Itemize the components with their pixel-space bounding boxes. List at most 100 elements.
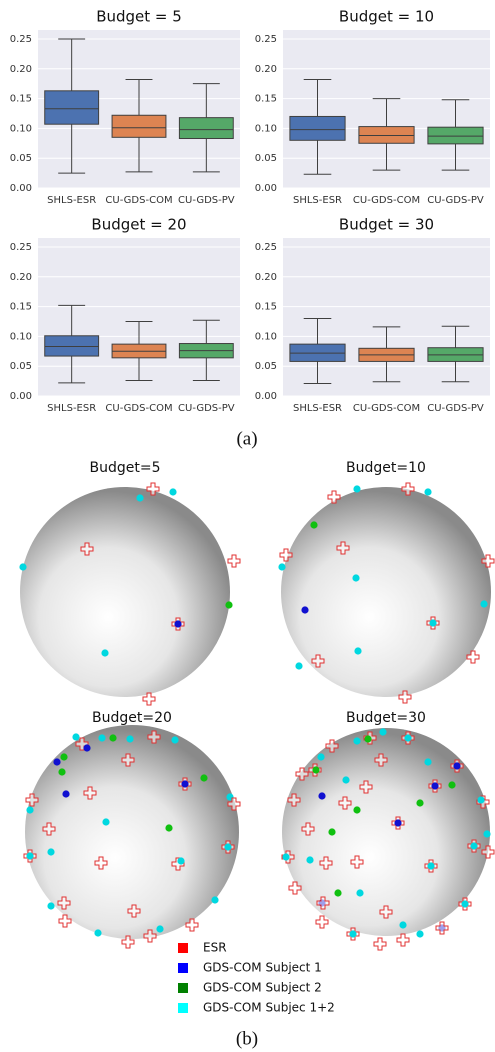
sphere-marker [424, 488, 431, 495]
x-tick-label: CU-GDS-COM [353, 403, 420, 414]
y-tick-label: 0.10 [10, 123, 32, 134]
y-tick-label: 0.00 [255, 183, 277, 194]
sphere-marker [94, 929, 101, 936]
x-tick-label: CU-GDS-PV [178, 195, 235, 206]
sphere-marker [72, 733, 79, 740]
sphere-marker [399, 921, 406, 928]
x-tick-label: CU-GDS-COM [353, 195, 420, 206]
box [290, 116, 345, 140]
y-tick-label: 0.25 [255, 242, 277, 253]
legend-label: GDS-COM Subjec 1+2 [203, 1001, 335, 1015]
sphere-marker [58, 768, 65, 775]
sphere-marker [282, 853, 289, 860]
x-tick-label: CU-GDS-COM [105, 403, 172, 414]
y-tick-label: 0.10 [10, 331, 32, 342]
x-tick-label: CU-GDS-COM [105, 195, 172, 206]
y-tick-label: 0.20 [255, 64, 277, 75]
legend-swatch [178, 1003, 188, 1013]
sphere-marker [200, 774, 207, 781]
sphere-marker [83, 744, 90, 751]
x-tick-label: SHLS-ESR [293, 195, 342, 206]
box [45, 336, 99, 356]
panel-label: (b) [236, 1028, 258, 1049]
sphere-marker [436, 922, 448, 934]
sphere-marker [429, 619, 436, 626]
sphere-marker [424, 758, 431, 765]
sphere-marker [228, 555, 240, 567]
y-tick-label: 0.05 [10, 153, 32, 164]
legend-label: GDS-COM Subject 2 [203, 981, 322, 995]
sphere-marker [416, 799, 423, 806]
sphere-marker [102, 818, 109, 825]
sphere [281, 487, 491, 697]
y-tick-label: 0.05 [10, 361, 32, 372]
y-tick-label: 0.25 [10, 34, 32, 45]
sphere-marker [312, 766, 319, 773]
sphere-marker [47, 848, 54, 855]
sphere-marker [354, 647, 361, 654]
legend-swatch [178, 963, 188, 973]
sphere-marker [224, 843, 231, 850]
sphere-marker [374, 938, 386, 950]
sphere-marker [295, 662, 302, 669]
y-tick-label: 0.25 [255, 34, 277, 45]
y-tick-label: 0.25 [10, 242, 32, 253]
sphere-marker [301, 606, 308, 613]
sphere-marker [169, 488, 176, 495]
chart-title: Budget = 20 [91, 216, 186, 234]
box [359, 127, 414, 144]
sphere-marker [126, 735, 133, 742]
legend-label: ESR [203, 941, 227, 955]
box [45, 91, 99, 124]
sphere-marker [356, 889, 363, 896]
y-tick-label: 0.20 [255, 272, 277, 283]
sphere-marker [310, 521, 317, 528]
sphere-marker [353, 485, 360, 492]
sphere-marker [181, 780, 188, 787]
sphere-marker [278, 563, 285, 570]
sphere-marker [174, 620, 181, 627]
sphere-marker [483, 830, 490, 837]
sphere-marker [211, 896, 218, 903]
sphere-marker [379, 728, 386, 735]
sphere-marker [98, 734, 105, 741]
sphere-marker [225, 601, 232, 608]
sphere-marker [477, 796, 484, 803]
legend-swatch [178, 983, 188, 993]
chart-title: Budget = 10 [339, 8, 434, 26]
sphere-marker [397, 934, 409, 946]
panel-label: (a) [236, 428, 257, 449]
sphere-marker [171, 736, 178, 743]
chart-title: Budget = 5 [96, 8, 182, 26]
sphere-marker [101, 649, 108, 656]
sphere-marker [109, 734, 116, 741]
sphere-marker [47, 902, 54, 909]
box [428, 127, 483, 144]
sphere-marker [470, 842, 477, 849]
sphere-marker [156, 925, 163, 932]
sphere-marker [448, 781, 455, 788]
sphere-marker [19, 563, 26, 570]
sphere-marker [62, 790, 69, 797]
box [179, 118, 233, 139]
sphere-title: Budget=30 [346, 710, 426, 726]
sphere-marker [416, 930, 423, 937]
sphere-marker [480, 600, 487, 607]
sphere-marker [353, 737, 360, 744]
sphere [20, 487, 230, 697]
sphere-marker [316, 916, 328, 928]
sphere-marker [334, 889, 341, 896]
y-tick-label: 0.20 [10, 272, 32, 283]
sphere-marker [177, 857, 184, 864]
y-tick-label: 0.00 [10, 391, 32, 402]
sphere-marker [461, 900, 468, 907]
legend-swatch [178, 943, 188, 953]
x-tick-label: SHLS-ESR [47, 195, 96, 206]
y-tick-label: 0.05 [255, 153, 277, 164]
y-tick-label: 0.15 [10, 302, 32, 313]
y-tick-label: 0.10 [255, 331, 277, 342]
sphere-marker [317, 753, 324, 760]
sphere-marker [352, 574, 359, 581]
sphere-marker [318, 792, 325, 799]
x-tick-label: SHLS-ESR [293, 403, 342, 414]
